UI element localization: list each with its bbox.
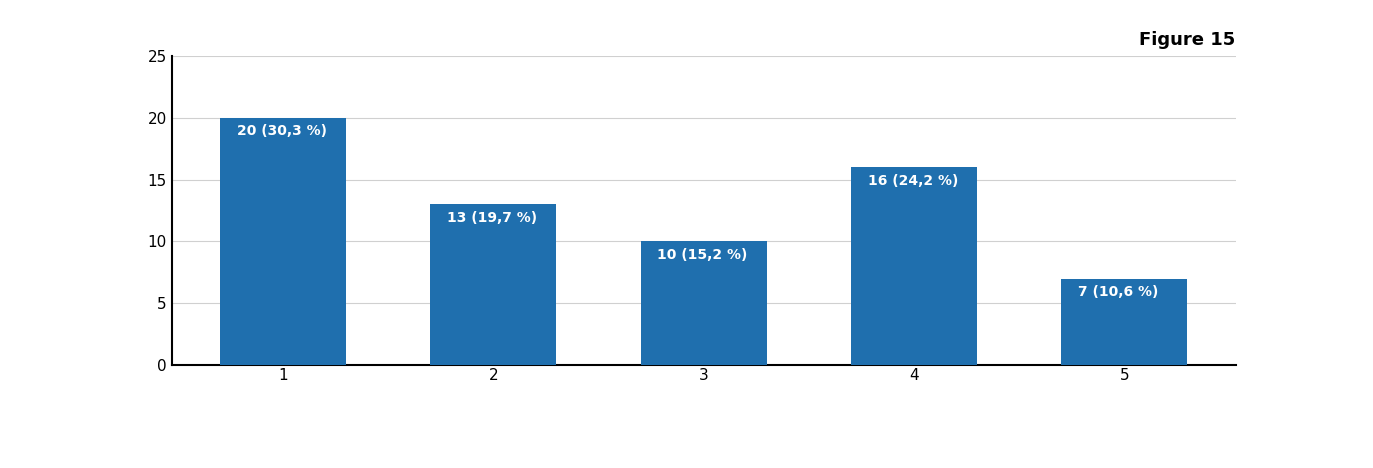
Text: 10 (15,2 %): 10 (15,2 %): [658, 248, 748, 262]
Bar: [641, 241, 766, 365]
Bar: [430, 205, 556, 365]
Text: Figure 15: Figure 15: [1140, 31, 1236, 50]
Text: 13 (19,7 %): 13 (19,7 %): [448, 211, 537, 225]
Bar: [220, 118, 346, 365]
Bar: [1061, 278, 1188, 365]
Text: 16 (24,2 %): 16 (24,2 %): [868, 174, 958, 188]
Bar: [851, 168, 978, 365]
Text: 20 (30,3 %): 20 (30,3 %): [236, 124, 327, 138]
Text: 7 (10,6 %): 7 (10,6 %): [1078, 285, 1159, 299]
